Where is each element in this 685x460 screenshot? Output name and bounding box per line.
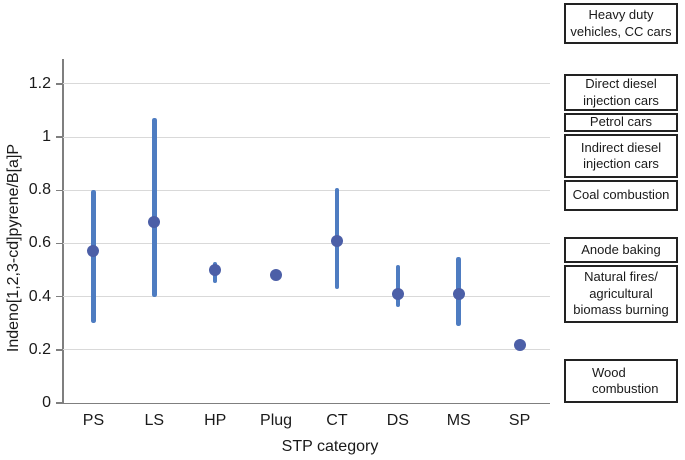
y-tick-label: 0.4 bbox=[28, 287, 51, 305]
source-box-label: Anode baking bbox=[581, 241, 661, 257]
x-category-label: Plug bbox=[260, 412, 293, 429]
gridline bbox=[63, 349, 550, 351]
source-box: Indirect diesel injection cars bbox=[564, 134, 678, 178]
y-tick-mark bbox=[56, 242, 62, 245]
y-tick-mark bbox=[56, 83, 62, 85]
data-point-marker bbox=[148, 216, 161, 229]
data-point-marker bbox=[209, 264, 222, 277]
y-tick-label: 0.6 bbox=[28, 234, 51, 252]
gridline bbox=[63, 189, 550, 191]
source-box: Wood combustion bbox=[564, 359, 678, 403]
x-axis-title: STP category bbox=[281, 438, 379, 455]
x-category-label: LS bbox=[144, 412, 165, 429]
x-category-label: HP bbox=[204, 412, 227, 429]
source-box-label: Indirect diesel injection cars bbox=[580, 139, 662, 172]
x-category-label: MS bbox=[446, 412, 471, 429]
x-category-label: PS bbox=[82, 412, 105, 429]
source-box: Petrol cars bbox=[564, 113, 678, 132]
y-tick-mark bbox=[56, 136, 62, 138]
source-box-label: Wood combustion bbox=[592, 364, 659, 397]
y-tick-mark bbox=[56, 402, 62, 404]
error-bar bbox=[152, 118, 157, 297]
source-box: Coal combustion bbox=[564, 180, 678, 211]
y-tick-label: 0 bbox=[42, 394, 51, 411]
data-point-marker bbox=[391, 287, 404, 300]
source-box: Natural fires/ agricultural biomass burn… bbox=[564, 265, 678, 323]
y-tick-label: 0.8 bbox=[28, 181, 51, 199]
y-tick-mark bbox=[56, 295, 62, 298]
gridline bbox=[63, 296, 550, 298]
data-point-marker bbox=[270, 269, 283, 282]
y-axis-line bbox=[62, 59, 64, 404]
source-box: Direct diesel injection cars bbox=[564, 74, 678, 111]
source-box-label: Heavy duty vehicles, CC cars bbox=[570, 7, 672, 39]
data-point-marker bbox=[513, 338, 526, 351]
gridline bbox=[63, 242, 550, 244]
data-point-marker bbox=[330, 234, 343, 247]
source-box-label: Petrol cars bbox=[589, 114, 653, 130]
x-category-label: CT bbox=[326, 412, 348, 429]
y-tick-label: 1.2 bbox=[28, 74, 51, 92]
gridline bbox=[63, 83, 550, 85]
error-bar bbox=[395, 264, 401, 308]
y-tick-mark bbox=[56, 189, 62, 192]
y-tick-label: 1 bbox=[42, 128, 51, 146]
x-category-label: DS bbox=[386, 412, 409, 429]
source-box-label: Direct diesel injection cars bbox=[583, 76, 659, 108]
y-tick-label: 0.2 bbox=[28, 340, 51, 358]
y-tick-mark bbox=[56, 349, 62, 351]
data-point-marker bbox=[452, 287, 465, 300]
source-box: Anode baking bbox=[564, 237, 678, 263]
source-box-label: Coal combustion bbox=[572, 187, 670, 203]
x-axis-line bbox=[62, 402, 550, 405]
gridline bbox=[63, 136, 550, 138]
source-box: Heavy duty vehicles, CC cars bbox=[564, 3, 678, 44]
data-point-marker bbox=[87, 245, 100, 258]
x-category-label: SP bbox=[508, 412, 531, 429]
source-box-label: Natural fires/ agricultural biomass burn… bbox=[573, 269, 669, 318]
